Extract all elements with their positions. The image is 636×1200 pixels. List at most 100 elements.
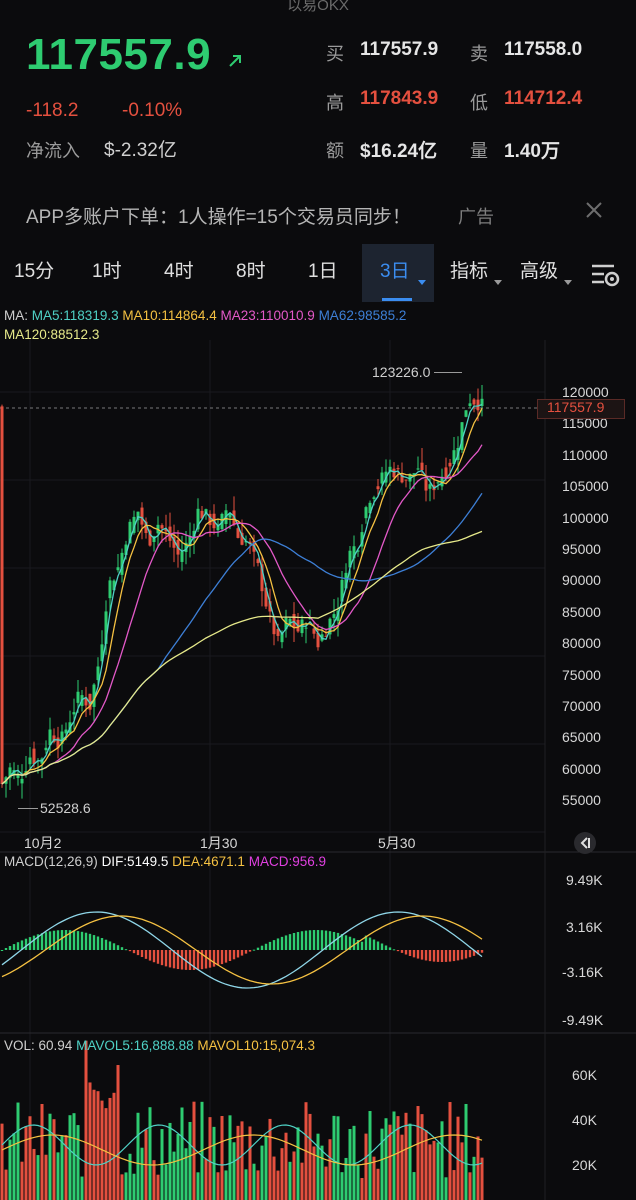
volume-bar — [284, 1132, 288, 1200]
macd-bar — [240, 950, 244, 956]
high-marker-line — [434, 372, 462, 373]
macd-dif: DIF:5149.5 — [101, 854, 169, 869]
price-y-tick: 80000 — [562, 635, 601, 652]
candle-body — [376, 486, 380, 490]
macd-bar — [164, 950, 168, 967]
tab-1d[interactable]: 1日 — [308, 261, 338, 282]
vol-y-tick-3: 20K — [572, 1157, 597, 1173]
candle-body — [468, 403, 472, 407]
volume-bar — [444, 1177, 448, 1200]
macd-bar — [372, 939, 376, 950]
candle-body — [184, 542, 188, 552]
tab-3d-dropdown-icon — [418, 280, 426, 285]
tab-advanced[interactable]: 高级 — [520, 261, 559, 282]
volume-bar — [12, 1133, 16, 1200]
volume-bar — [456, 1116, 460, 1200]
candle-body — [112, 580, 116, 591]
x-tick-1: 10月2 — [24, 835, 62, 851]
candle-body — [396, 468, 400, 470]
volume-bar — [372, 1156, 376, 1200]
volume-bar — [452, 1170, 456, 1200]
candle-body — [264, 587, 268, 607]
macd-bar — [32, 935, 36, 950]
price-y-tick: 85000 — [562, 603, 601, 620]
macd-bar — [220, 950, 224, 965]
macd-bar — [84, 932, 88, 950]
volume-bar — [40, 1104, 44, 1200]
candle-body — [76, 691, 80, 703]
macd-bar — [140, 950, 144, 958]
tab-4h[interactable]: 4时 — [164, 261, 194, 282]
price-y-tick: 90000 — [562, 572, 601, 589]
macd-bar — [208, 950, 212, 968]
candle-body — [108, 580, 112, 599]
macd-bar — [380, 943, 384, 950]
macd-bar — [172, 950, 176, 969]
volume-bar — [192, 1101, 196, 1200]
volume-bar — [156, 1174, 160, 1200]
candle-body — [368, 502, 372, 514]
candle-body — [476, 399, 480, 411]
macd-bar — [256, 947, 260, 950]
tab-8h[interactable]: 8时 — [236, 261, 266, 282]
volume-bar — [20, 1161, 24, 1200]
volume-bar — [292, 1151, 296, 1200]
ma5-line — [1, 403, 483, 785]
macd-bar — [244, 950, 248, 954]
mavol5: MAVOL5:16,888.88 — [76, 1038, 194, 1053]
macd-bar — [292, 932, 296, 950]
candle-body — [48, 729, 52, 746]
candle-body — [8, 767, 12, 778]
volume-bar — [376, 1168, 380, 1200]
tab-15m[interactable]: 15分 — [14, 261, 55, 282]
volume-bar — [216, 1172, 220, 1200]
macd-bar — [160, 950, 164, 966]
macd-bar — [192, 950, 196, 970]
app-title-cut: 以易OKX — [287, 0, 349, 14]
candle-body — [316, 632, 320, 648]
macd-bar — [340, 934, 344, 950]
macd-bar — [300, 931, 304, 950]
kline-chart[interactable] — [0, 340, 636, 1200]
volume-bar — [36, 1155, 40, 1200]
candle-body — [196, 508, 200, 530]
macd-bar — [376, 941, 380, 950]
macd-bar — [36, 934, 40, 950]
volume-bar — [48, 1113, 52, 1200]
ma62-legend: MA62:98585.2 — [318, 308, 407, 323]
macd-bar — [472, 950, 476, 956]
x-tick-2: 1月30 — [200, 835, 238, 851]
tab-1h[interactable]: 1时 — [92, 261, 122, 282]
candle-body — [152, 536, 156, 543]
close-icon[interactable] — [583, 199, 605, 221]
volume-bar — [312, 1146, 316, 1200]
volume-label: 量 — [470, 141, 488, 161]
macd-bar — [476, 950, 480, 955]
macd-bar — [180, 950, 184, 970]
net-inflow-value: $-2.32亿 — [104, 140, 177, 161]
macd-dea: DEA:4671.1 — [172, 854, 245, 869]
sell-value: 117558.0 — [504, 39, 583, 60]
price-y-tick: 110000 — [562, 446, 608, 463]
volume-bar — [120, 1174, 124, 1200]
macd-bar — [120, 947, 124, 950]
macd-bar — [8, 946, 12, 950]
volume-bar — [472, 1156, 476, 1200]
chart-settings-icon[interactable] — [590, 262, 622, 288]
price-y-tick: 60000 — [562, 760, 601, 777]
candle-body — [420, 462, 424, 471]
macd-bar — [112, 943, 116, 950]
macd-bar — [464, 950, 468, 959]
ad-banner-text[interactable]: APP多账户下单：1人操作=15个交易员同步！ — [26, 207, 411, 228]
tab-3d[interactable]: 3日 — [380, 261, 410, 282]
ma120-line — [1, 530, 483, 785]
macd-bar — [116, 945, 120, 950]
price-y-tick: 120000 — [562, 384, 609, 400]
volume-bar — [28, 1116, 32, 1200]
candle-body — [404, 479, 408, 481]
collapse-arrow-icon[interactable] — [574, 832, 596, 854]
macd-value: MACD:956.9 — [248, 854, 326, 869]
candle-body — [388, 466, 392, 473]
macd-bar — [68, 930, 72, 950]
tab-indicators[interactable]: 指标 — [450, 261, 489, 282]
